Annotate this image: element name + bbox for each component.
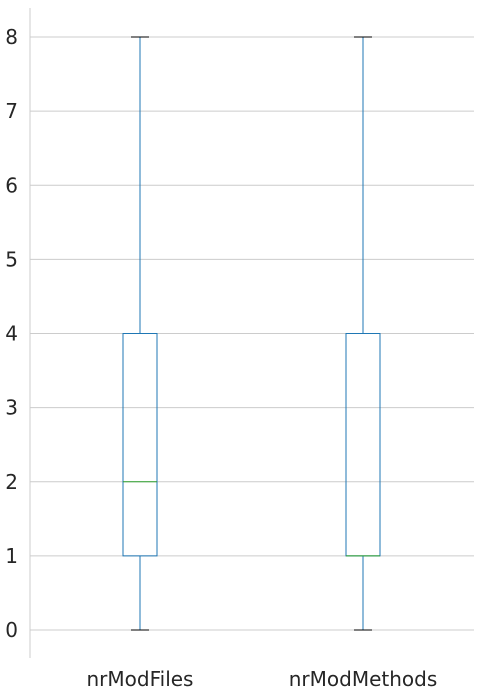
x-tick-label-nrModMethods: nrModMethods <box>289 667 438 691</box>
x-tick-label-nrModFiles: nrModFiles <box>87 667 194 691</box>
y-tick-label-4: 4 <box>5 322 18 346</box>
box-nrModMethods <box>345 36 381 631</box>
y-tick-label-5: 5 <box>5 247 18 271</box>
y-axis-ticks: 0 1 2 3 4 5 6 7 8 <box>5 25 18 642</box>
y-tick-label-7: 7 <box>5 99 18 123</box>
y-tick-label-3: 3 <box>5 396 18 420</box>
x-axis-ticks: nrModFiles nrModMethods <box>87 667 438 691</box>
iqr-box-nrModFiles <box>122 333 158 557</box>
boxes <box>122 36 381 631</box>
box-nrModFiles <box>122 36 158 631</box>
grid-lines <box>29 8 474 658</box>
y-tick-label-0: 0 <box>5 618 18 642</box>
y-tick-label-2: 2 <box>5 470 18 494</box>
iqr-box-nrModMethods <box>345 333 381 557</box>
y-tick-label-1: 1 <box>5 544 18 568</box>
y-tick-label-8: 8 <box>5 25 18 49</box>
y-tick-label-6: 6 <box>5 173 18 197</box>
